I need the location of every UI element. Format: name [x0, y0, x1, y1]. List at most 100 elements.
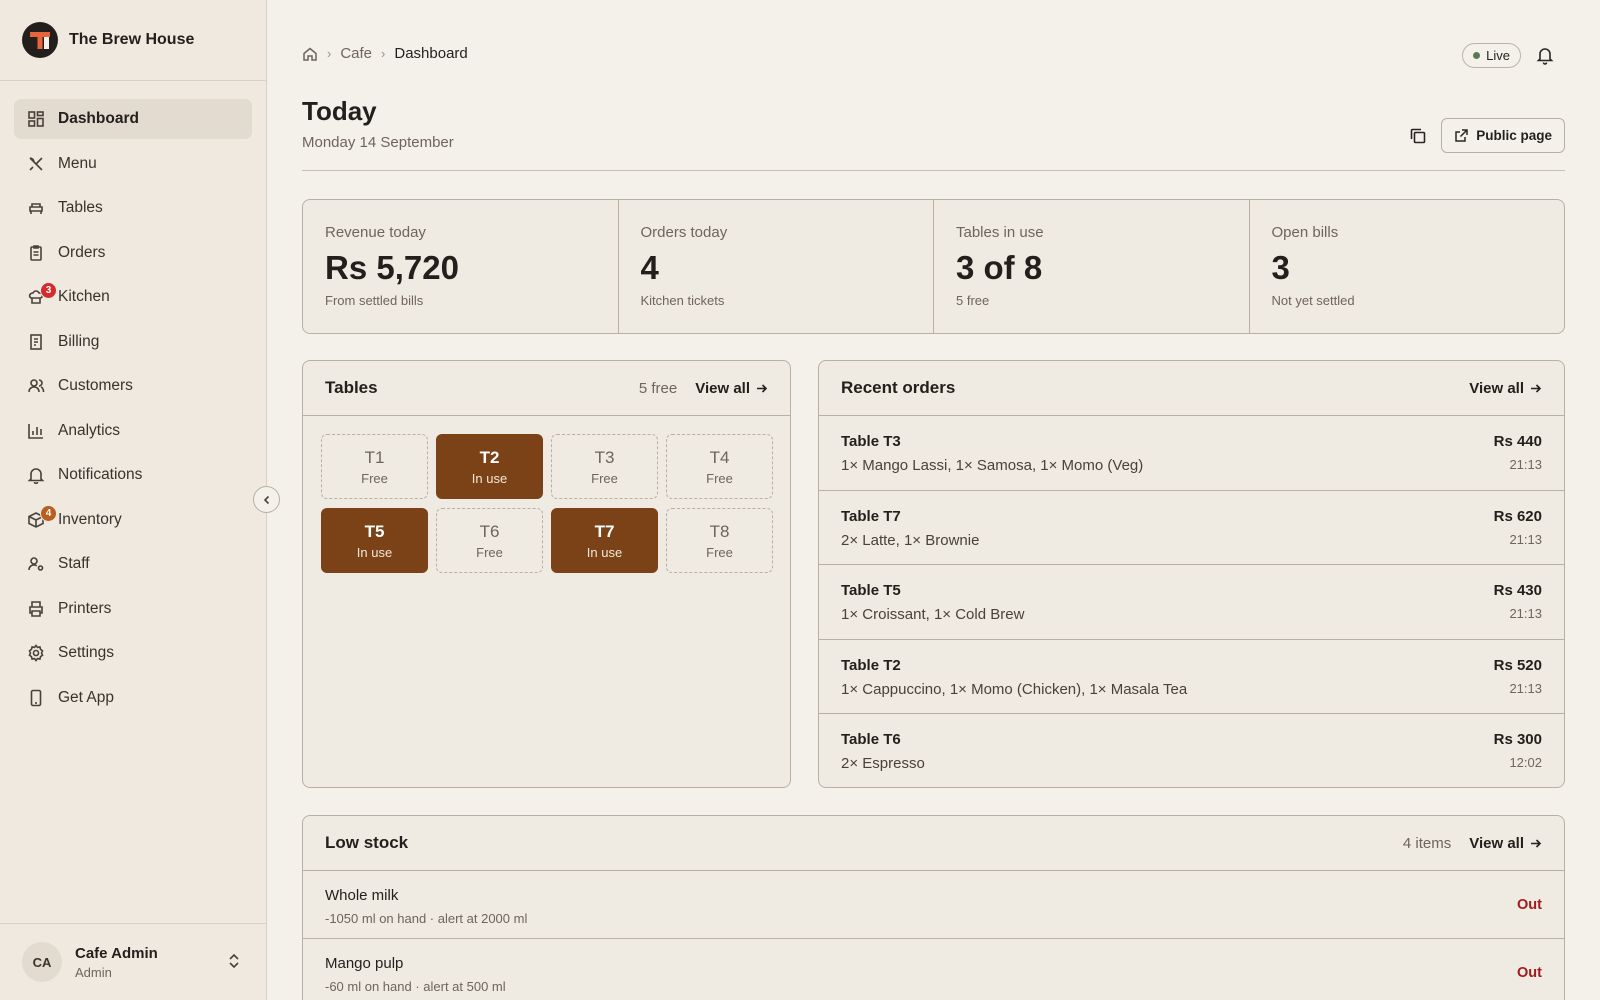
page-title: Today [302, 96, 377, 126]
sidebar-item-orders[interactable]: Orders [14, 233, 252, 273]
collapse-sidebar-button[interactable] [253, 486, 280, 513]
sidebar-item-label: Inventory [58, 510, 122, 528]
panel-title: Tables [325, 378, 378, 397]
view-all-label: View all [1469, 379, 1524, 397]
table-tile-t8[interactable]: T8 Free [666, 508, 773, 573]
stock-status-badge: Out [1517, 897, 1542, 913]
user-role: Admin [75, 964, 112, 980]
table-status: In use [356, 544, 393, 560]
sidebar-item-label: Billing [58, 332, 100, 350]
sidebar-item-printers[interactable]: Printers [14, 589, 252, 629]
tables-panel: Tables 5 free View all T1 Free T2 In use T… [302, 360, 791, 788]
panel-title: Low stock [325, 833, 409, 852]
table-status: Free [706, 544, 733, 560]
bar-chart-icon [27, 422, 45, 440]
inventory-badge: 4 [40, 504, 57, 522]
stock-item-detail: -60 ml on hand · alert at 500 ml [325, 979, 506, 994]
table-name: T7 [594, 521, 615, 541]
order-table: Table T7 [841, 507, 901, 525]
sidebar-item-get-app[interactable]: Get App [14, 678, 252, 718]
order-items: 1× Mango Lassi, 1× Samosa, 1× Momo (Veg) [841, 457, 1144, 474]
sidebar-item-notifications[interactable]: Notifications [14, 455, 252, 495]
dashboard-icon [27, 110, 45, 128]
bell-icon[interactable] [1535, 45, 1555, 65]
home-icon[interactable] [302, 46, 318, 62]
sidebar-item-customers[interactable]: Customers [14, 366, 252, 406]
table-tile-t2[interactable]: T2 In use [436, 434, 543, 499]
stat-sub: Kitchen tickets [640, 293, 725, 308]
stock-row[interactable]: Whole milk -1050 ml on hand · alert at 2… [303, 871, 1564, 939]
sidebar-item-inventory[interactable]: 4 Inventory [14, 500, 252, 540]
sidebar-item-menu[interactable]: Menu [14, 144, 252, 184]
orders-view-all-link[interactable]: View all [1469, 380, 1542, 397]
sidebar-item-kitchen[interactable]: 3 Kitchen [14, 277, 252, 317]
order-items: 2× Espresso [841, 755, 925, 772]
panel-title: Recent orders [841, 378, 956, 397]
tables-panel-header: Tables 5 free View all [303, 361, 790, 416]
sidebar-item-settings[interactable]: Settings [14, 633, 252, 673]
sidebar-item-analytics[interactable]: Analytics [14, 411, 252, 451]
table-tile-t3[interactable]: T3 Free [551, 434, 658, 499]
order-items: 1× Croissant, 1× Cold Brew [841, 606, 1025, 623]
order-row[interactable]: Table T6 2× Espresso Rs 300 12:02 [819, 714, 1564, 787]
table-tile-t4[interactable]: T4 Free [666, 434, 773, 499]
table-name: T5 [364, 521, 385, 541]
table-tile-t7[interactable]: T7 In use [551, 508, 658, 573]
users-icon [27, 377, 45, 395]
user-menu[interactable]: CA Cafe Admin Admin [0, 923, 266, 1000]
tables-grid: T1 Free T2 In use T3 Free T4 Free T5 In use T… [303, 416, 790, 591]
bell-icon [27, 466, 45, 484]
order-row[interactable]: Table T2 1× Cappuccino, 1× Momo (Chicken… [819, 640, 1564, 714]
order-row[interactable]: Table T5 1× Croissant, 1× Cold Brew Rs 4… [819, 565, 1564, 640]
chevron-right-icon: › [327, 46, 332, 61]
package-icon: 4 [27, 504, 57, 529]
table-status: In use [586, 544, 623, 560]
page-date: Monday 14 September [302, 134, 454, 151]
stat-label: Orders today [640, 224, 728, 241]
stock-row[interactable]: Mango pulp -60 ml on hand · alert at 500… [303, 939, 1564, 1000]
breadcrumb-cafe[interactable]: Cafe [340, 45, 373, 62]
order-amount: Rs 300 [1493, 731, 1542, 748]
order-table: Table T3 [841, 433, 901, 450]
chevron-up-down-icon[interactable] [226, 952, 242, 970]
stat-value: 3 of 8 [956, 249, 1043, 286]
stat-value: 4 [640, 249, 659, 286]
sidebar-item-staff[interactable]: Staff [14, 544, 252, 584]
receipt-icon [27, 333, 45, 351]
view-all-label: View all [1469, 834, 1524, 852]
sidebar-item-tables[interactable]: Tables [14, 188, 252, 228]
live-label: Live [1486, 48, 1510, 63]
staff-icon [27, 555, 45, 573]
breadcrumb: › Cafe › Dashboard [302, 45, 468, 62]
sidebar-item-label: Orders [58, 243, 106, 261]
stat-label: Tables in use [956, 224, 1044, 241]
sidebar-item-label: Notifications [58, 466, 143, 483]
order-row[interactable]: Table T7 2× Latte, 1× Brownie Rs 620 21:… [819, 491, 1564, 565]
brand-name: The Brew House [69, 31, 195, 48]
brand[interactable]: The Brew House [0, 0, 266, 81]
order-items: 2× Latte, 1× Brownie [841, 531, 980, 549]
order-time: 21:13 [1509, 457, 1542, 472]
live-status-badge: Live [1462, 43, 1521, 68]
table-tile-t6[interactable]: T6 Free [436, 508, 543, 573]
order-amount: Rs 620 [1493, 507, 1542, 525]
sidebar-item-label: Dashboard [58, 110, 139, 127]
table-tile-t1[interactable]: T1 Free [321, 434, 428, 499]
stock-view-all-link[interactable]: View all [1469, 835, 1542, 852]
table-tile-t5[interactable]: T5 In use [321, 508, 428, 573]
copy-icon[interactable] [1408, 126, 1428, 146]
order-row[interactable]: Table T3 1× Mango Lassi, 1× Samosa, 1× M… [819, 416, 1564, 491]
header-divider [302, 170, 1565, 171]
order-time: 21:13 [1509, 680, 1542, 696]
tables-view-all-link[interactable]: View all [695, 380, 768, 397]
sidebar-item-dashboard[interactable]: Dashboard [14, 99, 252, 139]
sidebar-item-billing[interactable]: Billing [14, 322, 252, 362]
public-page-button[interactable]: Public page [1441, 118, 1565, 153]
stock-panel-header: Low stock 4 items View all [303, 816, 1564, 871]
table-name: T6 [479, 521, 500, 541]
chevron-left-icon [263, 495, 269, 504]
table-name: T1 [364, 447, 385, 467]
stats-summary: Revenue today Rs 5,720 From settled bill… [302, 199, 1565, 334]
arrow-right-icon [1531, 838, 1542, 848]
user-info: Cafe Admin Admin [75, 945, 158, 980]
